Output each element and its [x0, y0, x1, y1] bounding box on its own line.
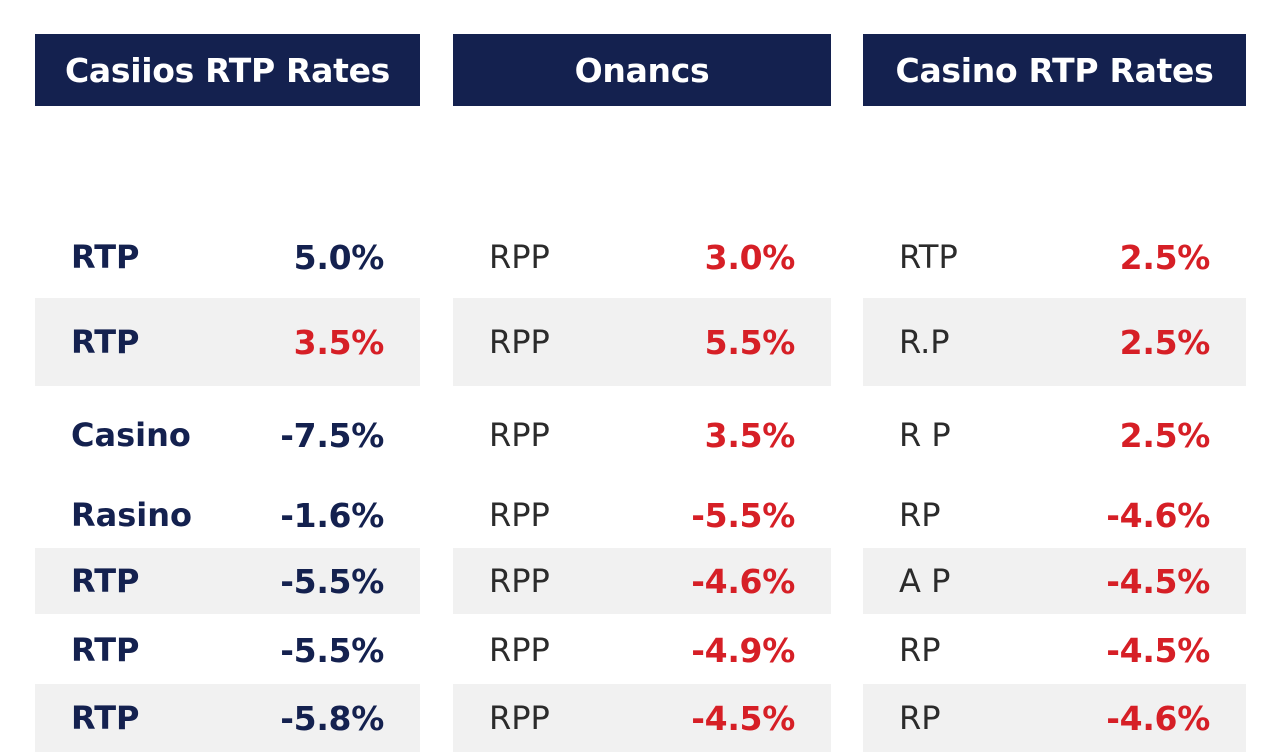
table-row: RPP 3.0%	[453, 230, 831, 284]
row-value: -7.5%	[280, 415, 384, 455]
table-row: RTP -5.5%	[35, 548, 420, 614]
rate-list: RTP 2.5% R.P 2.5% R P 2.5% RP -4.6% A P …	[863, 106, 1246, 752]
row-value: -4.5%	[691, 698, 795, 738]
row-value: -4.6%	[691, 561, 795, 601]
table-row: Casino -7.5%	[35, 408, 420, 462]
row-label: R.P	[899, 323, 950, 361]
row-label: RTP	[71, 238, 140, 276]
row-label: RPP	[489, 496, 550, 534]
row-value: -4.5%	[1106, 561, 1210, 601]
row-label: A P	[899, 562, 951, 600]
table-row: RP -4.6%	[863, 684, 1246, 752]
table-row: RTP 3.5%	[35, 298, 420, 386]
row-label: RP	[899, 631, 941, 669]
table-row: RPP 5.5%	[453, 298, 831, 386]
rate-list: RPP 3.0% RPP 5.5% RPP 3.5% RPP -5.5% RPP…	[453, 106, 831, 752]
row-label: RPP	[489, 699, 550, 737]
row-value: 2.5%	[1119, 237, 1211, 277]
table-row: RPP 3.5%	[453, 408, 831, 462]
row-value: -5.8%	[280, 698, 384, 738]
row-value: -4.9%	[691, 630, 795, 670]
row-value: -5.5%	[280, 561, 384, 601]
row-label: RPP	[489, 416, 550, 454]
panel-title: Casino RTP Rates	[863, 34, 1246, 106]
table-row: Rasino -1.6%	[35, 488, 420, 542]
row-label: R P	[899, 416, 951, 454]
row-label: RPP	[489, 238, 550, 276]
rtp-panel-3: Casino RTP Rates RTP 2.5% R.P 2.5% R P 2…	[863, 34, 1246, 752]
row-label: RPP	[489, 631, 550, 669]
table-row: RPP -5.5%	[453, 488, 831, 542]
row-value: 3.5%	[293, 322, 385, 362]
row-value: 3.5%	[704, 415, 796, 455]
row-label: RTP	[71, 699, 140, 737]
panel-title: Casiios RTP Rates	[35, 34, 420, 106]
table-row: RTP -5.8%	[35, 684, 420, 752]
table-row: RP -4.6%	[863, 488, 1246, 542]
row-label: Casino	[71, 416, 191, 454]
row-label: Rasino	[71, 496, 193, 534]
table-row: A P -4.5%	[863, 548, 1246, 614]
row-label: RTP	[71, 562, 140, 600]
table-row: RTP 5.0%	[35, 230, 420, 284]
row-value: 5.5%	[704, 322, 796, 362]
rtp-panel-2: Onancs RPP 3.0% RPP 5.5% RPP 3.5% RPP -5…	[453, 34, 831, 752]
row-label: RTP	[71, 323, 140, 361]
table-row: RTP 2.5%	[863, 230, 1246, 284]
row-value: -5.5%	[280, 630, 384, 670]
row-label: RPP	[489, 323, 550, 361]
row-value: 3.0%	[704, 237, 796, 277]
row-label: RP	[899, 699, 941, 737]
row-value: -4.6%	[1106, 698, 1210, 738]
row-value: -4.5%	[1106, 630, 1210, 670]
table-row: R.P 2.5%	[863, 298, 1246, 386]
row-value: 2.5%	[1119, 322, 1211, 362]
table-row: R P 2.5%	[863, 408, 1246, 462]
rtp-panel-1: Casiios RTP Rates RTP 5.0% RTP 3.5% Casi…	[35, 34, 420, 752]
panel-title: Onancs	[453, 34, 831, 106]
table-row: RPP -4.9%	[453, 618, 831, 682]
row-label: RPP	[489, 562, 550, 600]
row-value: 5.0%	[293, 237, 385, 277]
row-value: -5.5%	[691, 495, 795, 535]
row-value: -1.6%	[280, 495, 384, 535]
row-label: RTP	[899, 238, 958, 276]
table-row: RP -4.5%	[863, 618, 1246, 682]
row-value: 2.5%	[1119, 415, 1211, 455]
row-label: RTP	[71, 631, 140, 669]
table-row: RPP -4.6%	[453, 548, 831, 614]
row-value: -4.6%	[1106, 495, 1210, 535]
row-label: RP	[899, 496, 941, 534]
table-row: RTP -5.5%	[35, 618, 420, 682]
rate-list: RTP 5.0% RTP 3.5% Casino -7.5% Rasino -1…	[35, 106, 420, 752]
table-row: RPP -4.5%	[453, 684, 831, 752]
